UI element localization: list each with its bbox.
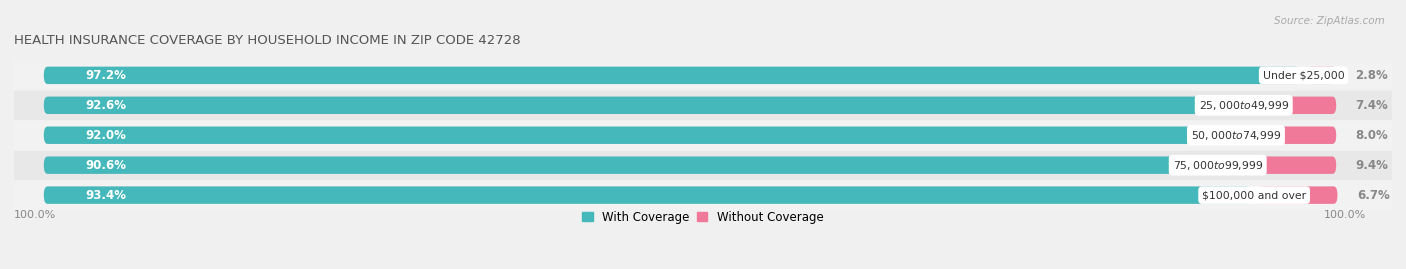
Text: 90.6%: 90.6% [86,159,127,172]
FancyBboxPatch shape [14,181,1392,210]
FancyBboxPatch shape [1308,67,1336,84]
FancyBboxPatch shape [44,67,1299,84]
FancyBboxPatch shape [44,157,1336,174]
Text: 7.4%: 7.4% [1355,99,1388,112]
FancyBboxPatch shape [1240,127,1336,144]
Text: $100,000 and over: $100,000 and over [1202,190,1306,200]
FancyBboxPatch shape [1247,97,1336,114]
Text: Under $25,000: Under $25,000 [1263,70,1344,80]
Text: 97.2%: 97.2% [86,69,127,82]
Text: 100.0%: 100.0% [1323,210,1367,220]
Text: $50,000 to $74,999: $50,000 to $74,999 [1191,129,1281,142]
Text: 92.0%: 92.0% [86,129,127,142]
FancyBboxPatch shape [44,127,1232,144]
FancyBboxPatch shape [44,97,1336,114]
Text: Source: ZipAtlas.com: Source: ZipAtlas.com [1274,16,1385,26]
Text: 92.6%: 92.6% [86,99,127,112]
Text: 8.0%: 8.0% [1355,129,1388,142]
FancyBboxPatch shape [14,91,1392,120]
FancyBboxPatch shape [44,186,1336,204]
FancyBboxPatch shape [44,67,1336,84]
Text: 2.8%: 2.8% [1355,69,1388,82]
Legend: With Coverage, Without Coverage: With Coverage, Without Coverage [578,206,828,228]
FancyBboxPatch shape [14,61,1392,90]
FancyBboxPatch shape [1258,186,1337,204]
Text: HEALTH INSURANCE COVERAGE BY HOUSEHOLD INCOME IN ZIP CODE 42728: HEALTH INSURANCE COVERAGE BY HOUSEHOLD I… [14,34,520,47]
Text: $25,000 to $49,999: $25,000 to $49,999 [1198,99,1289,112]
Text: $75,000 to $99,999: $75,000 to $99,999 [1173,159,1263,172]
FancyBboxPatch shape [44,186,1250,204]
Text: 6.7%: 6.7% [1357,189,1389,202]
FancyBboxPatch shape [14,151,1392,180]
FancyBboxPatch shape [44,97,1240,114]
FancyBboxPatch shape [1222,157,1336,174]
FancyBboxPatch shape [44,127,1336,144]
FancyBboxPatch shape [14,121,1392,150]
FancyBboxPatch shape [44,157,1213,174]
Text: 9.4%: 9.4% [1355,159,1388,172]
Text: 93.4%: 93.4% [86,189,127,202]
Text: 100.0%: 100.0% [14,210,56,220]
